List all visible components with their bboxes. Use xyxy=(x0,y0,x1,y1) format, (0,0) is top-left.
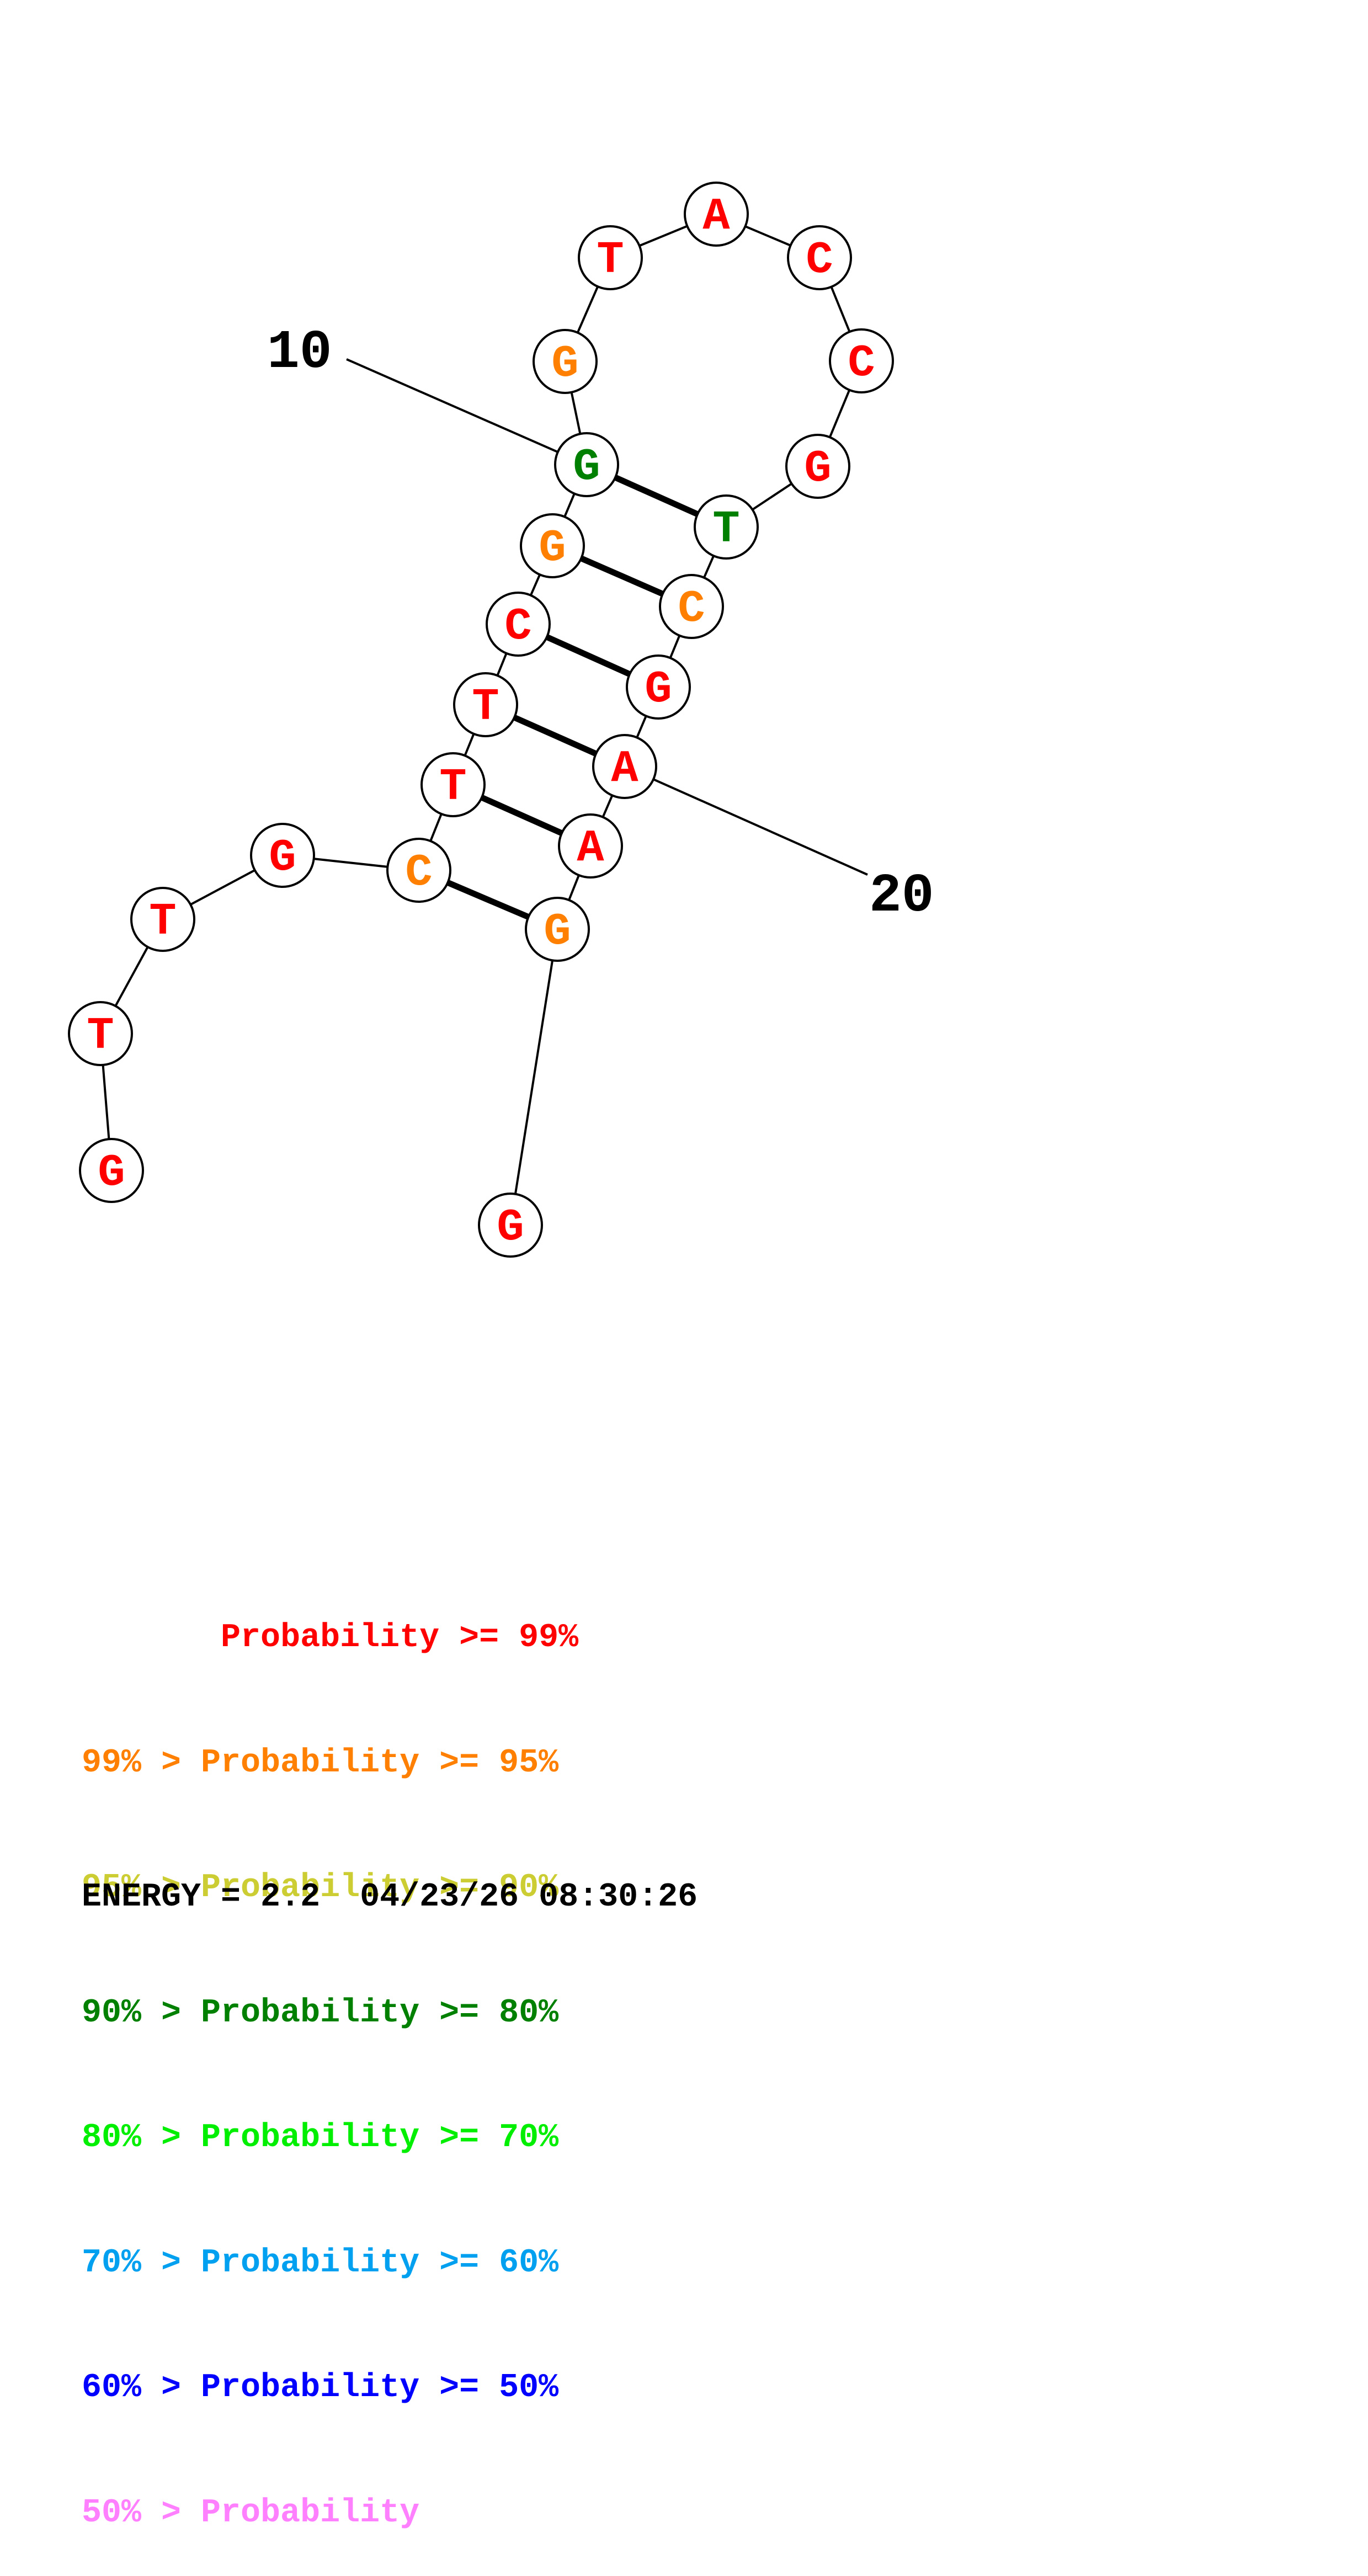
nucleotide-base: G xyxy=(269,832,296,883)
nucleotide-14: C xyxy=(787,225,852,290)
position-label-leader xyxy=(346,358,587,466)
nucleotide-base: G xyxy=(645,664,672,715)
nucleotide-19: G xyxy=(626,654,691,720)
nucleotide-15: C xyxy=(829,328,894,393)
nucleotide-base: G xyxy=(573,441,600,493)
legend-row: 99% > Probability >= 95% xyxy=(82,1744,559,1782)
nucleotide-base: G xyxy=(497,1202,524,1253)
nucleotide-base: T xyxy=(712,504,739,555)
legend-row: 80% > Probability >= 70% xyxy=(82,2119,559,2157)
nucleotide-base: G xyxy=(804,443,831,494)
legend-row: Probability >= 99% xyxy=(161,1619,579,1657)
nucleotide-circle xyxy=(659,574,724,639)
nucleotide-circle xyxy=(684,182,749,247)
nucleotide-base: T xyxy=(439,762,466,813)
nucleotide-7: T xyxy=(453,672,518,737)
nucleotide-base: T xyxy=(87,1010,114,1062)
position-labels: 10 20 xyxy=(267,322,934,927)
position-label-20: 20 xyxy=(869,866,934,927)
legend-row: 60% > Probability >= 50% xyxy=(82,2369,559,2407)
legend-row: 95% > Probability >= 90% xyxy=(82,1869,559,1907)
nucleotide-12: T xyxy=(578,225,643,290)
nucleotide-4: G xyxy=(250,823,315,888)
nucleotide-circle xyxy=(486,592,551,657)
nucleotide-2: T xyxy=(68,1001,133,1066)
nucleotide-10: G xyxy=(554,432,619,497)
nucleotide-circle xyxy=(130,887,195,952)
nucleotide-base: G xyxy=(98,1147,125,1199)
nucleotide-circle xyxy=(250,823,315,888)
nucleotide-base: A xyxy=(702,191,730,242)
nucleotide-9: G xyxy=(520,513,585,578)
nucleotide-circle xyxy=(386,838,451,903)
nucleotide-17: T xyxy=(694,494,759,560)
nucleotide-circle xyxy=(525,897,590,962)
nucleotide-21: A xyxy=(558,813,623,879)
energy-footer: ENERGY = 2.2 04/23/26 08:30:26 xyxy=(82,1878,698,1916)
nucleotide-circle xyxy=(785,434,850,499)
nucleotide-base: G xyxy=(551,338,578,390)
nucleotide-base: C xyxy=(848,338,875,389)
nucleotide-circle xyxy=(420,752,486,817)
nucleotide-circle xyxy=(626,654,691,720)
nucleotide-circle xyxy=(478,1193,543,1258)
nucleotide-circle xyxy=(533,329,598,394)
nucleotide-circle xyxy=(558,813,623,879)
nucleotide-base: T xyxy=(472,682,499,733)
nucleotide-18: C xyxy=(659,574,724,639)
nucleotide-circle xyxy=(79,1138,144,1203)
nucleotide-circle xyxy=(68,1001,133,1066)
nucleotide-23: G xyxy=(478,1193,543,1258)
nucleotide-6: T xyxy=(420,752,486,817)
nucleotide-base: C xyxy=(504,601,531,652)
nucleotide-20: A xyxy=(592,734,657,799)
nucleotide-3: T xyxy=(130,887,195,952)
nucleotide-base: C xyxy=(405,847,432,898)
nucleotide-circle xyxy=(592,734,657,799)
nucleotide-base: C xyxy=(678,583,705,635)
probability-legend: Probability >= 99% 99% > Probability >= … xyxy=(82,1534,578,2576)
nucleotide-base: G xyxy=(544,906,571,957)
nucleotide-13: A xyxy=(684,182,749,247)
nucleotide-base: T xyxy=(149,896,176,948)
nucleotide-22: G xyxy=(525,897,590,962)
backbone-segment xyxy=(509,929,558,1226)
nucleotide-8: C xyxy=(486,592,551,657)
legend-row: 50% > Probability xyxy=(82,2494,420,2532)
nucleotide-5: C xyxy=(386,838,451,903)
nucleotide-base: C xyxy=(806,235,833,286)
nucleotide-circle xyxy=(554,432,619,497)
position-label-leader xyxy=(624,765,868,876)
nucleotide-circle xyxy=(578,225,643,290)
nucleotide-11: G xyxy=(533,329,598,394)
nucleotide-circle xyxy=(829,328,894,393)
legend-row: 70% > Probability >= 60% xyxy=(82,2244,559,2282)
nucleotide-base: A xyxy=(577,823,604,874)
position-label-10: 10 xyxy=(267,322,332,384)
nucleotide-base: A xyxy=(611,743,638,795)
nucleotide-16: G xyxy=(785,434,850,499)
nucleotide-circle xyxy=(453,672,518,737)
nucleotide-base: G xyxy=(539,523,566,574)
nucleotide-base: T xyxy=(597,235,624,286)
nucleotide-1: G xyxy=(79,1138,144,1203)
nucleotide-circle xyxy=(787,225,852,290)
legend-row: 90% > Probability >= 80% xyxy=(82,1994,559,2032)
nucleotide-circle xyxy=(694,494,759,560)
nucleotide-circle xyxy=(520,513,585,578)
